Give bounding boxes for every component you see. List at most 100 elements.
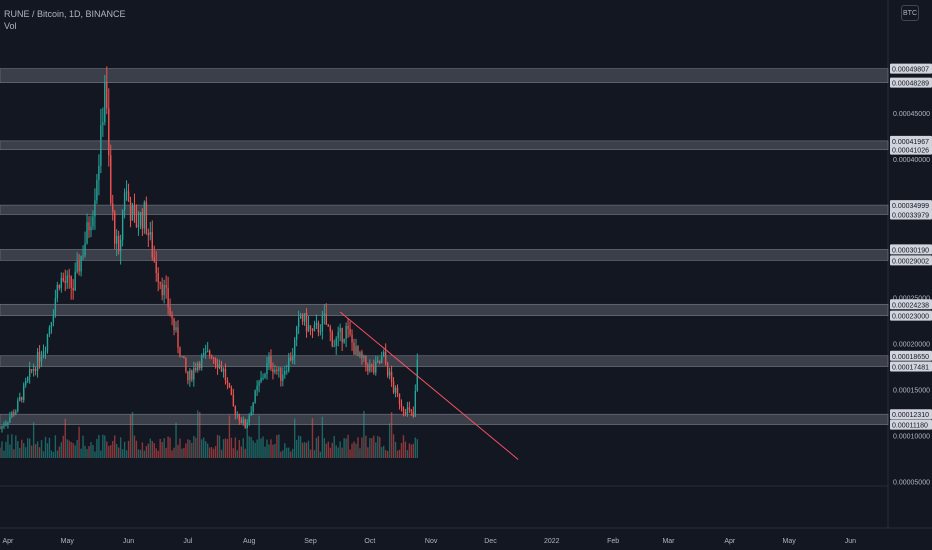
zone-price-tag [890,409,932,420]
volume-bar [50,450,53,458]
volume-bar [96,438,98,458]
time-tick-label: Jun [845,538,856,545]
zone-price-label: 0.00034999 [892,203,929,210]
volume-bar [311,418,314,458]
candle-body [210,355,213,358]
volume-bar [30,445,33,458]
volume-bar [165,447,167,458]
volume-bar [48,437,51,458]
zone-price-tag [890,255,932,266]
volume-bar [82,435,84,458]
volume-bar [139,449,142,458]
candle-body [11,412,13,418]
candle-body [349,328,351,335]
candle-body [104,82,106,123]
volume-bar [191,442,193,458]
candle-body [321,315,324,332]
volume-bar [343,438,345,458]
volume-bar [276,435,278,458]
volume-bar [295,439,298,458]
volume-bar [252,440,254,458]
volume-bar [228,415,231,458]
volume-bar [119,437,122,458]
zone-price-label: 0.00024238 [892,302,929,309]
candle-body [179,347,181,358]
volume-bar [361,437,363,458]
candle-body [23,384,25,400]
zone-price-tag [890,135,932,146]
zone-price-label: 0.00033979 [892,213,929,220]
volume-bar [337,447,339,458]
candle-body [406,407,409,415]
time-tick-label: Jul [183,538,192,545]
volume-bar [218,435,221,458]
candle-body [365,355,367,365]
candle-body [311,329,314,331]
candle-body [313,325,316,331]
candle-body [377,360,379,362]
candle-body [386,363,389,376]
volume-bar [167,436,169,458]
volume-bar [404,441,407,458]
volume-bar [293,418,296,458]
volume-bar [38,447,41,458]
volume-bar [161,442,163,458]
zone-price-label: 0.00041967 [892,139,929,146]
candle-body [110,155,112,204]
candle-body [347,326,349,329]
volume-bar [189,440,191,458]
volume-bar [100,450,102,458]
volume-bar [371,438,373,458]
volume-bar [317,436,320,458]
volume-bar [204,441,207,458]
volume-bar [133,435,136,458]
volume-bar [212,448,215,458]
candle-body [163,285,165,296]
candle-body [254,390,256,403]
volume-bar [203,437,205,458]
volume-bar [377,435,379,458]
candle-body [191,370,193,380]
candle-body [117,235,120,252]
candle-body [371,364,373,366]
currency-button[interactable]: BTC [901,5,919,21]
candle-body [286,370,288,372]
candle-body [26,377,29,381]
volume-bar [402,435,405,458]
candle-body [369,364,371,371]
candle-body [258,381,260,386]
time-tick-label: Feb [607,538,619,545]
volume-bar [230,437,233,458]
volume-bar [351,443,353,458]
candle-body [367,364,369,371]
price-tick-label: 0.00005000 [893,480,930,487]
volume-bar [234,437,237,458]
price-tick-label: 0.00010000 [893,433,930,440]
volume-bar [329,447,331,458]
candle-body [238,414,240,421]
volume-bar [365,435,367,458]
volume-bar [76,439,78,458]
candle-body [133,205,136,214]
candle-body [72,288,74,291]
volume-bar [98,434,100,458]
candle-body [143,201,146,229]
volume-bar [42,451,45,458]
time-tick-label: Apr [2,538,14,545]
volume-bar [331,442,333,458]
volume-bar [106,441,108,458]
candle-body [375,361,377,373]
candle-body [335,338,337,346]
volume-bar [179,438,181,458]
candle-body [333,345,335,347]
volume-bar [110,444,112,458]
candle-body [278,367,280,372]
volume-bar [159,438,161,458]
volume-bar [408,443,411,458]
candle-body [96,179,98,201]
candle-body [78,260,80,272]
volume-bar [44,436,47,458]
zone-price-tag [890,299,932,310]
volume-bar [333,436,335,458]
